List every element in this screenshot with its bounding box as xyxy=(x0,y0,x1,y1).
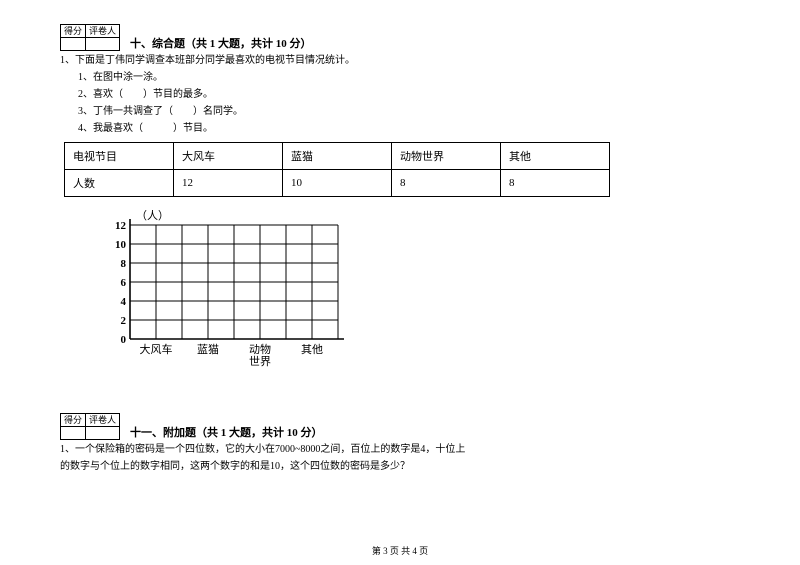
svg-text:10: 10 xyxy=(115,239,127,251)
table-row: 人数 12 10 8 8 xyxy=(65,170,610,197)
section-11: 得分 评卷人 十一、附加题（共 1 大题，共计 10 分） 1、一个保险箱的密码… xyxy=(60,413,740,474)
q10-sub4: 4、我最喜欢（ ）节目。 xyxy=(78,121,740,136)
table-value-cell: 8 xyxy=(501,170,610,197)
q11-line1: 1、一个保险箱的密码是一个四位数，它的大小在7000~8000之间，百位上的数字… xyxy=(60,442,740,457)
q11-line2: 的数字与个位上的数字相同，这两个数字的和是10，这个四位数的密码是多少？ xyxy=(60,459,740,474)
table-header-cell: 动物世界 xyxy=(392,143,501,170)
table-header-cell: 其他 xyxy=(501,143,610,170)
svg-text:大风车: 大风车 xyxy=(140,342,173,356)
score-box: 得分 评卷人 xyxy=(60,24,120,51)
svg-text:2: 2 xyxy=(121,315,127,327)
svg-text:12: 12 xyxy=(115,220,127,232)
score-cell-blank2 xyxy=(86,38,120,51)
page: 得分 评卷人 十、综合题（共 1 大题，共计 10 分） 1、下面是丁伟同学调查… xyxy=(0,0,800,565)
score-cell-blank1 xyxy=(61,38,86,51)
score-cell-grader: 评卷人 xyxy=(86,25,120,38)
svg-text:8: 8 xyxy=(121,258,127,270)
svg-text:其他: 其他 xyxy=(301,343,323,356)
q10-stem: 1、下面是丁伟同学调查本班部分同学最喜欢的电视节目情况统计。 xyxy=(60,53,740,68)
table-value-cell: 12 xyxy=(174,170,283,197)
svg-text:6: 6 xyxy=(121,277,127,289)
program-table: 电视节目 大风车 蓝猫 动物世界 其他 人数 12 10 8 8 xyxy=(64,142,610,197)
section-10-header: 得分 评卷人 十、综合题（共 1 大题，共计 10 分） xyxy=(60,24,740,51)
table-header-cell: 蓝猫 xyxy=(283,143,392,170)
score-cell-blank2 xyxy=(86,427,120,440)
table-row-label: 人数 xyxy=(65,170,174,197)
table-value-cell: 8 xyxy=(392,170,501,197)
table-value-cell: 10 xyxy=(283,170,392,197)
svg-text:动物: 动物 xyxy=(249,342,271,356)
section-11-header: 得分 评卷人 十一、附加题（共 1 大题，共计 10 分） xyxy=(60,413,740,440)
q10-sub2: 2、喜欢（ ）节目的最多。 xyxy=(78,87,740,102)
svg-text:4: 4 xyxy=(121,296,127,308)
chart-svg: （人） 12 10 8 6 4 2 0 大风车 蓝猫 动物世界 其他 xyxy=(94,207,364,382)
table-header-cell: 大风车 xyxy=(174,143,283,170)
score-cell-blank1 xyxy=(61,427,86,440)
q10-sub3: 3、丁伟一共调查了（ ）名同学。 xyxy=(78,104,740,119)
svg-text:蓝猫: 蓝猫 xyxy=(197,343,219,356)
score-cell-score: 得分 xyxy=(61,25,86,38)
page-footer: 第 3 页 共 4 页 xyxy=(0,544,800,557)
section-10-title: 十、综合题（共 1 大题，共计 10 分） xyxy=(130,35,312,51)
table-row: 电视节目 大风车 蓝猫 动物世界 其他 xyxy=(65,143,610,170)
score-cell-grader: 评卷人 xyxy=(86,414,120,427)
svg-text:（人）: （人） xyxy=(136,209,169,222)
score-cell-score: 得分 xyxy=(61,414,86,427)
section-11-title: 十一、附加题（共 1 大题，共计 10 分） xyxy=(130,424,323,440)
score-box: 得分 评卷人 xyxy=(60,413,120,440)
svg-text:世界: 世界 xyxy=(249,355,271,368)
svg-text:0: 0 xyxy=(121,334,127,346)
q10-sub1: 1、在图中涂一涂。 xyxy=(78,70,740,85)
table-header-cell: 电视节目 xyxy=(65,143,174,170)
bar-chart: （人） 12 10 8 6 4 2 0 大风车 蓝猫 动物世界 其他 xyxy=(94,207,740,387)
